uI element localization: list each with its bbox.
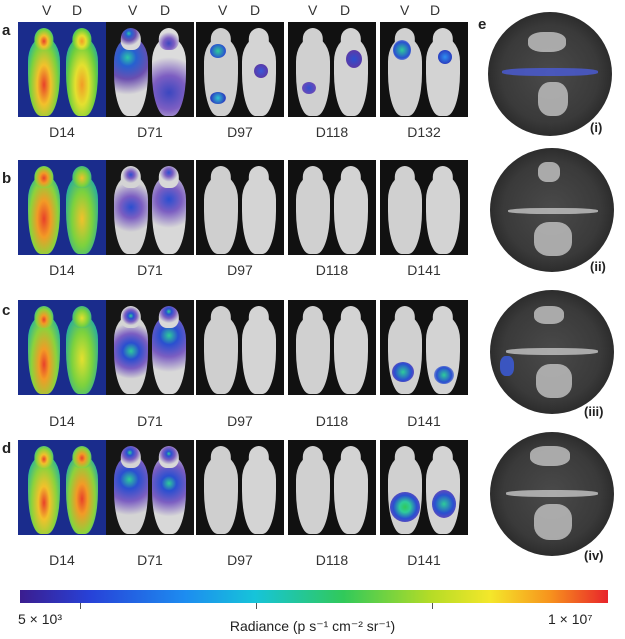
image-panel-a-d97 bbox=[196, 22, 284, 117]
day-label: D14 bbox=[49, 262, 75, 278]
day-label: D71 bbox=[137, 124, 163, 140]
image-panel-c-d118 bbox=[288, 300, 376, 395]
day-label: D132 bbox=[407, 124, 441, 140]
day-label: D97 bbox=[227, 124, 253, 140]
day-label: D141 bbox=[407, 413, 441, 429]
day-label: D97 bbox=[227, 413, 253, 429]
image-panel-b-d141 bbox=[380, 160, 468, 255]
day-label: D118 bbox=[315, 124, 349, 140]
day-label: D118 bbox=[315, 413, 349, 429]
petri-dish-i bbox=[488, 12, 612, 136]
day-label: D97 bbox=[227, 552, 253, 568]
row-letter-b: b bbox=[2, 170, 12, 187]
petri-dish-iv bbox=[490, 432, 614, 556]
day-label: D14 bbox=[49, 552, 75, 568]
dorsal-label: D bbox=[250, 2, 261, 18]
image-panel-a-d71 bbox=[106, 22, 194, 117]
ventral-label: V bbox=[400, 2, 410, 18]
image-panel-c-d97 bbox=[196, 300, 284, 395]
dorsal-label: D bbox=[160, 2, 171, 18]
ventral-label: V bbox=[218, 2, 228, 18]
colorbar-tick bbox=[432, 603, 433, 609]
day-label: D141 bbox=[407, 552, 441, 568]
day-label: D118 bbox=[315, 262, 349, 278]
dish-label: (i) bbox=[590, 120, 603, 135]
ventral-label: V bbox=[128, 2, 138, 18]
dish-label: (iii) bbox=[584, 404, 604, 419]
day-label: D118 bbox=[315, 552, 349, 568]
image-panel-c-d141 bbox=[380, 300, 468, 395]
image-panel-b-d97 bbox=[196, 160, 284, 255]
image-panel-b-d71 bbox=[106, 160, 194, 255]
day-label: D71 bbox=[137, 552, 163, 568]
petri-dish-ii bbox=[490, 148, 614, 272]
image-panel-a-d118 bbox=[288, 22, 376, 117]
day-label: D14 bbox=[49, 413, 75, 429]
row-letter-a: a bbox=[2, 22, 11, 39]
image-panel-a-d14 bbox=[18, 22, 106, 117]
colorbar-min-label: 5 × 10³ bbox=[18, 611, 62, 627]
dorsal-label: D bbox=[340, 2, 351, 18]
colorbar-max-label: 1 × 10⁷ bbox=[548, 611, 593, 627]
dorsal-label: D bbox=[430, 2, 441, 18]
day-label: D97 bbox=[227, 262, 253, 278]
image-panel-d-d71 bbox=[106, 440, 194, 535]
image-panel-d-d97 bbox=[196, 440, 284, 535]
ventral-label: V bbox=[308, 2, 318, 18]
dish-label: (iv) bbox=[584, 548, 604, 563]
image-panel-d-d141 bbox=[380, 440, 468, 535]
image-panel-b-d118 bbox=[288, 160, 376, 255]
colorbar-tick bbox=[80, 603, 81, 609]
radiance-colorbar bbox=[20, 590, 608, 603]
row-letter-d: d bbox=[2, 440, 12, 457]
image-panel-b-d14 bbox=[18, 160, 106, 255]
day-label: D71 bbox=[137, 262, 163, 278]
day-label: D14 bbox=[49, 124, 75, 140]
colorbar-tick bbox=[256, 603, 257, 609]
ventral-label: V bbox=[42, 2, 52, 18]
image-panel-c-d71 bbox=[106, 300, 194, 395]
day-label: D141 bbox=[407, 262, 441, 278]
panel-letter-e: e bbox=[478, 16, 487, 33]
dish-label: (ii) bbox=[590, 259, 606, 274]
colorbar-title: Radiance (p s⁻¹ cm⁻² sr⁻¹) bbox=[229, 618, 396, 634]
image-panel-c-d14 bbox=[18, 300, 106, 395]
petri-dish-iii bbox=[490, 290, 614, 414]
image-panel-d-d14 bbox=[18, 440, 106, 535]
row-letter-c: c bbox=[2, 302, 11, 319]
image-panel-a-d132 bbox=[380, 22, 468, 117]
dorsal-label: D bbox=[72, 2, 83, 18]
image-panel-d-d118 bbox=[288, 440, 376, 535]
day-label: D71 bbox=[137, 413, 163, 429]
